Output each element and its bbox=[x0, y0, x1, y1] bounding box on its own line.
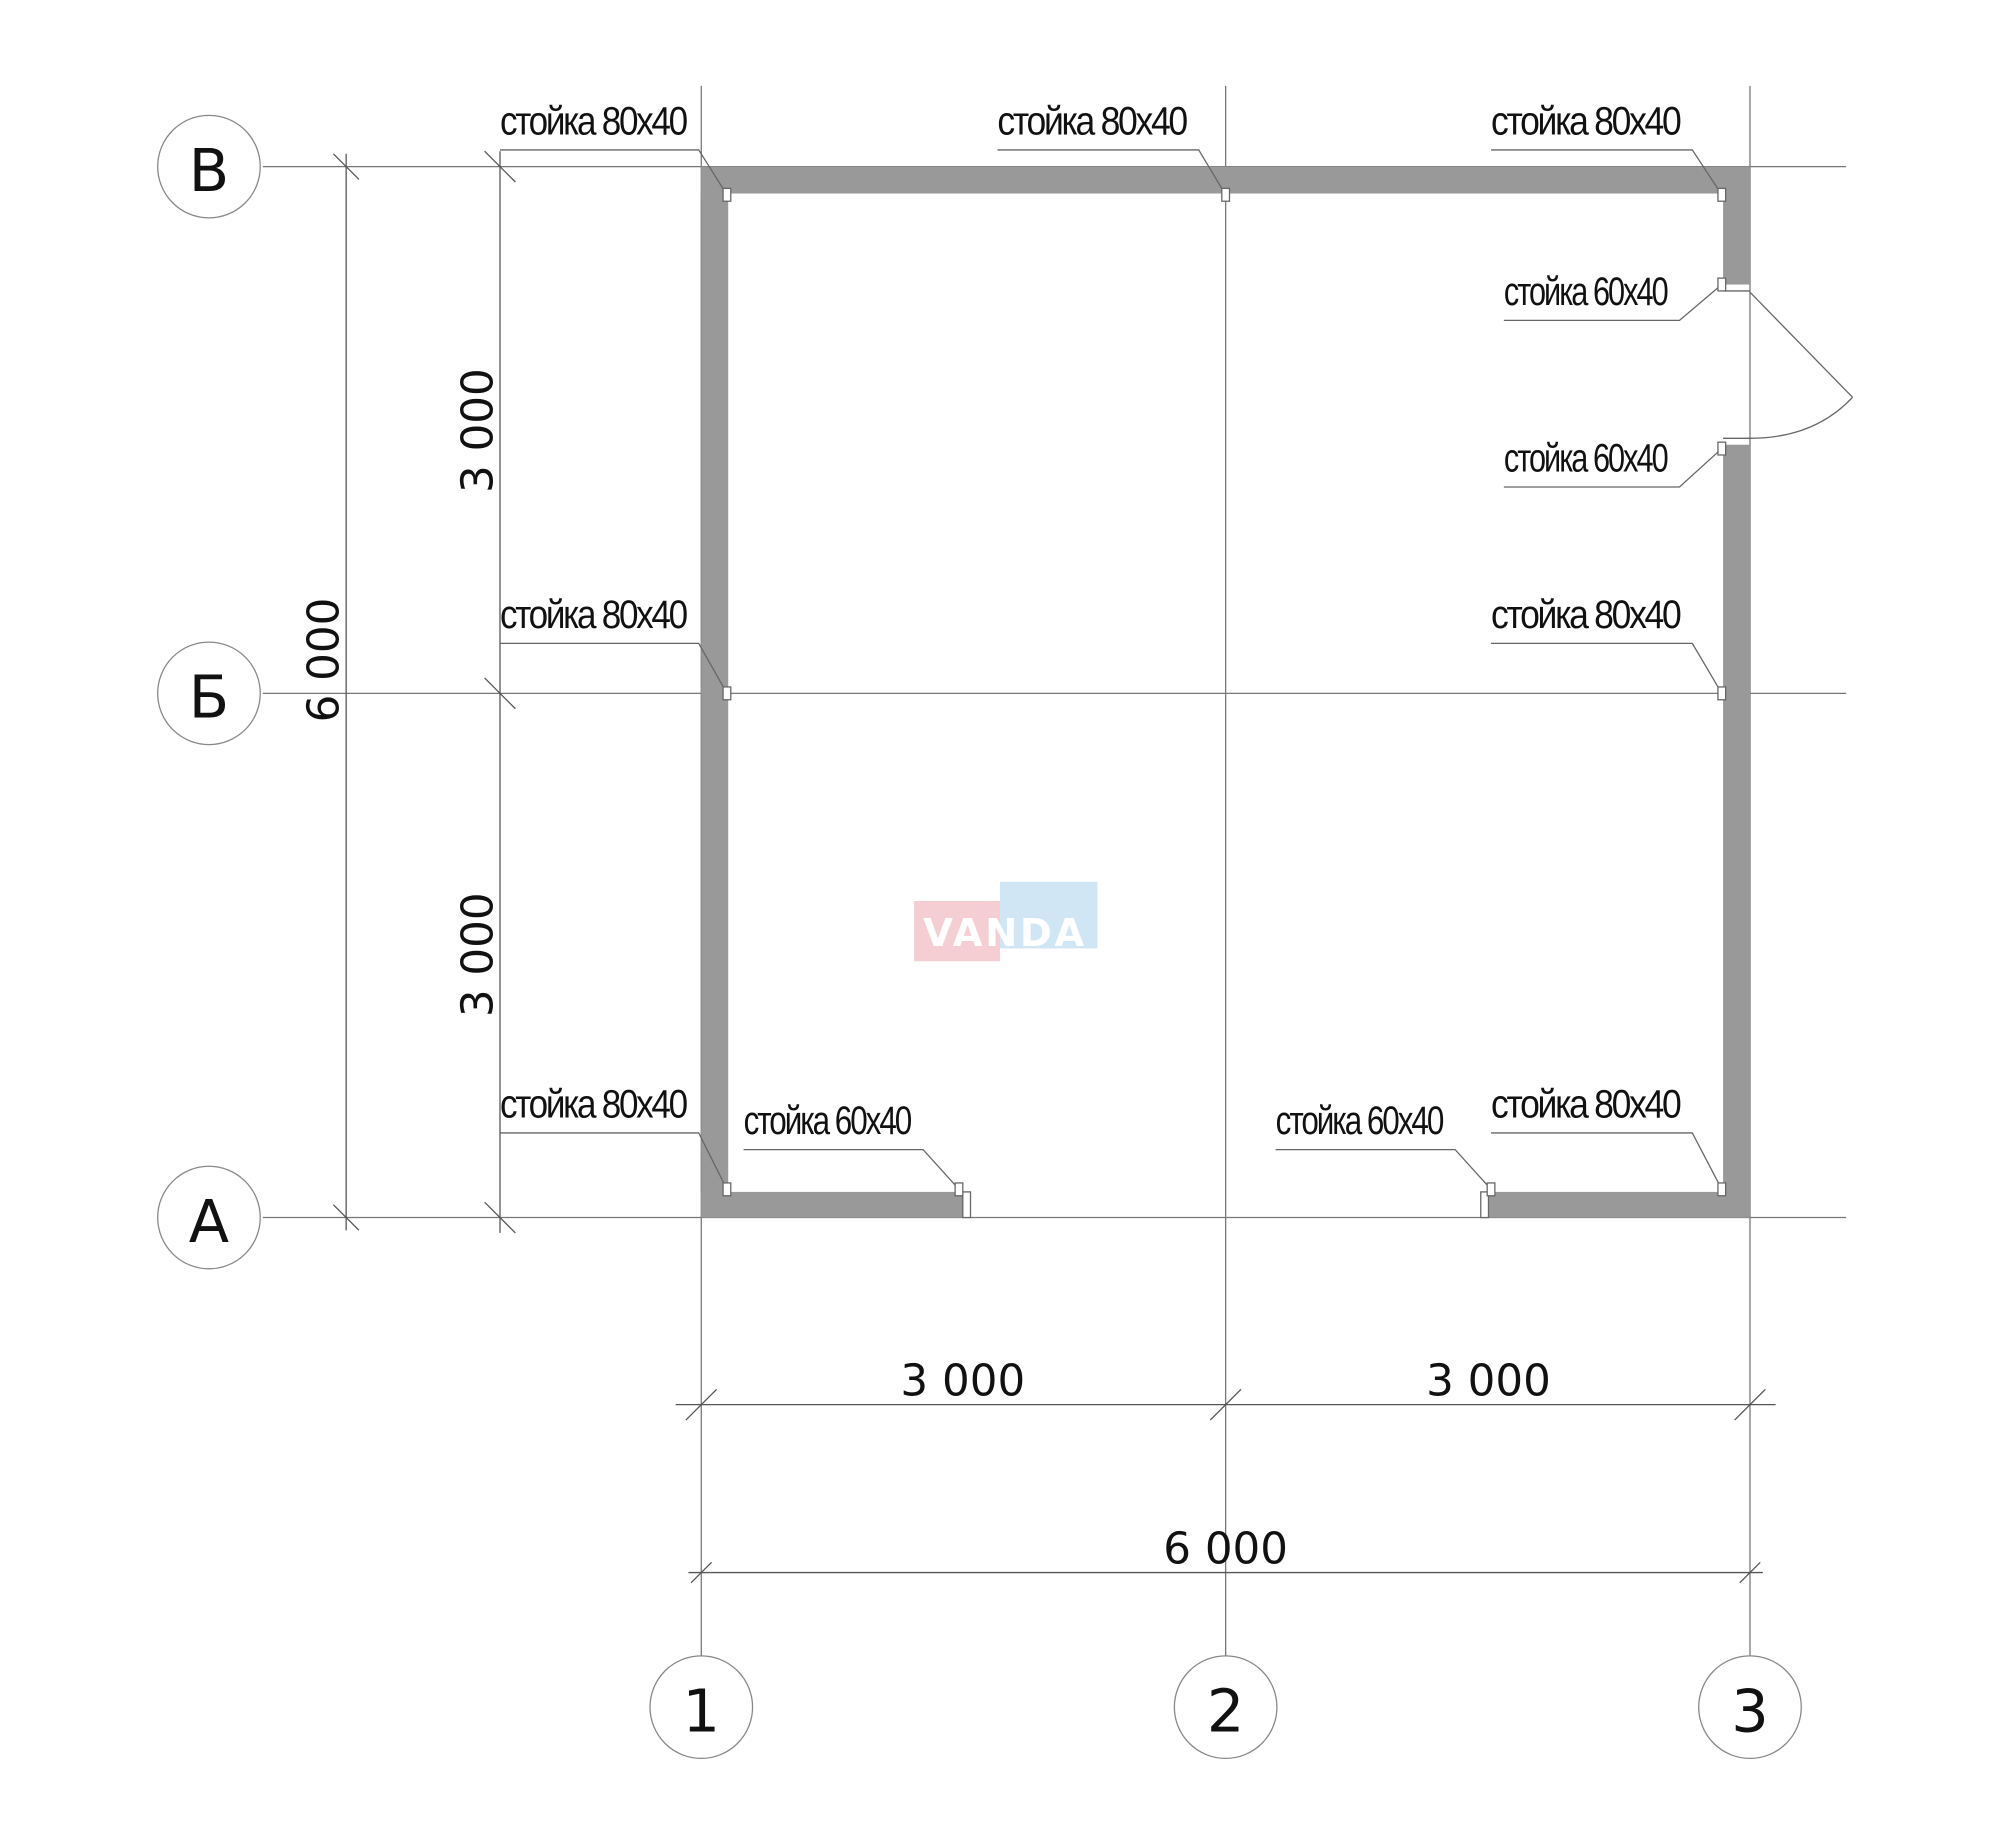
post-label: стойка 80x40 bbox=[500, 593, 687, 637]
leader-line bbox=[1491, 149, 1723, 196]
axis-bubble-v: В bbox=[157, 114, 261, 219]
dim-left-split-tick bbox=[484, 677, 516, 710]
post-callout: стойка 60x40 bbox=[743, 1099, 964, 1197]
post-label: стойка 80x40 bbox=[1491, 100, 1681, 144]
post-marker bbox=[722, 686, 732, 701]
post-label: стойка 80x40 bbox=[500, 1083, 687, 1127]
opening-jamb-right bbox=[1480, 1191, 1490, 1219]
axis-label-1: 1 bbox=[683, 1676, 721, 1745]
post-callout: стойка 80x40 bbox=[997, 100, 1231, 202]
post-marker bbox=[1486, 1182, 1496, 1197]
post-label: стойка 60x40 bbox=[744, 1099, 912, 1143]
dim-left-total-tick bbox=[332, 1204, 360, 1231]
dim-left-split-tick bbox=[484, 1201, 516, 1234]
leader-line bbox=[1491, 1132, 1723, 1190]
leader-line bbox=[1503, 284, 1723, 322]
dim-bottom-total-tick bbox=[1739, 1561, 1761, 1584]
post-marker bbox=[1221, 187, 1231, 202]
dimension-lines bbox=[332, 150, 1776, 1584]
dim-bottom-split-tick bbox=[685, 1388, 718, 1421]
wall-bottom-left bbox=[701, 1191, 963, 1218]
axis-label-3: 3 bbox=[1731, 1676, 1769, 1745]
watermark-pink-block bbox=[914, 900, 1000, 962]
post-callout: стойка 60x40 bbox=[1503, 437, 1727, 488]
dim-left-split-tick bbox=[484, 150, 516, 183]
axis-label-2: 2 bbox=[1207, 1676, 1245, 1745]
post-label: стойка 80x40 bbox=[997, 100, 1187, 144]
wall-right-lower bbox=[1723, 444, 1750, 1218]
wall-right-upper bbox=[1723, 166, 1750, 285]
post-marker bbox=[1717, 686, 1727, 701]
watermark-text: VANDA bbox=[923, 911, 1087, 956]
post-marker bbox=[722, 187, 732, 202]
post-callout: стойка 80x40 bbox=[500, 593, 732, 701]
axis-bubble-1: 1 bbox=[649, 1655, 754, 1760]
leader-line bbox=[1503, 448, 1723, 488]
post-label: стойка 80x40 bbox=[500, 100, 687, 144]
axis-bubble-3: 3 bbox=[1698, 1655, 1802, 1760]
door-leaf bbox=[1749, 291, 1854, 398]
post-callout: стойка 80x40 bbox=[1491, 100, 1727, 202]
dim-bottom-left-text: 3 000 bbox=[900, 1357, 1025, 1407]
door-swing bbox=[1723, 290, 1854, 439]
leader-line bbox=[500, 149, 728, 196]
wall-bottom-right bbox=[1488, 1191, 1750, 1218]
leader-line bbox=[743, 1148, 960, 1190]
dim-bottom-split-tick bbox=[1209, 1388, 1242, 1421]
axis-bubble-b: Б bbox=[157, 641, 261, 746]
leader-line bbox=[1491, 642, 1723, 694]
watermark-blue-block bbox=[1000, 881, 1098, 949]
dim-left-upper-text: 3 000 bbox=[453, 368, 503, 493]
dim-left-lower-text: 3 000 bbox=[453, 892, 503, 1017]
post-label: стойка 80x40 bbox=[1491, 593, 1681, 637]
opening-jamb-left bbox=[962, 1191, 972, 1219]
post-label: стойка 60x40 bbox=[1276, 1099, 1444, 1143]
post-marker bbox=[1717, 187, 1727, 202]
post-label: стойка 60x40 bbox=[1504, 437, 1668, 481]
dim-bottom-total-tick bbox=[690, 1561, 712, 1584]
post-callout: стойка 80x40 bbox=[500, 100, 732, 202]
post-callout: стойка 60x40 bbox=[1503, 270, 1727, 322]
leader-line bbox=[500, 642, 728, 694]
post-marker bbox=[722, 1182, 732, 1197]
post-label: стойка 60x40 bbox=[1504, 270, 1668, 314]
post-label: стойка 80x40 bbox=[1491, 1083, 1681, 1127]
post-marker bbox=[1717, 441, 1727, 456]
post-callout: стойка 80x40 bbox=[1491, 1083, 1727, 1197]
leader-line bbox=[1275, 1148, 1492, 1190]
axis-label-v: В bbox=[189, 136, 229, 205]
post-labels: стойка 80x40 стойка 80x40 стойка 80x40 стой… bbox=[500, 100, 1727, 1197]
walls bbox=[701, 166, 1751, 1219]
post-callout: стойка 60x40 bbox=[1275, 1099, 1496, 1197]
axis-label-b: Б bbox=[189, 663, 229, 732]
dim-bottom-total-text: 6 000 bbox=[1163, 1525, 1288, 1575]
door-arc bbox=[1723, 396, 1854, 439]
axis-label-a: А bbox=[189, 1187, 229, 1256]
post-marker bbox=[1717, 1182, 1727, 1197]
post-callout: стойка 80x40 bbox=[1491, 593, 1727, 701]
axis-bubble-2: 2 bbox=[1173, 1655, 1278, 1760]
dim-bottom-split-tick bbox=[1734, 1388, 1766, 1421]
leader-line bbox=[500, 1132, 728, 1190]
post-marker bbox=[1717, 277, 1727, 292]
dim-left-total-text: 6 000 bbox=[299, 598, 349, 723]
dim-bottom-right-text: 3 000 bbox=[1426, 1357, 1551, 1407]
watermark-logo: VANDA bbox=[914, 881, 1098, 962]
dim-left-total-tick bbox=[332, 153, 360, 180]
post-callout: стойка 80x40 bbox=[500, 1083, 732, 1197]
post-marker bbox=[954, 1182, 964, 1197]
axis-bubble-a: А bbox=[157, 1165, 261, 1270]
leader-line bbox=[997, 149, 1227, 196]
